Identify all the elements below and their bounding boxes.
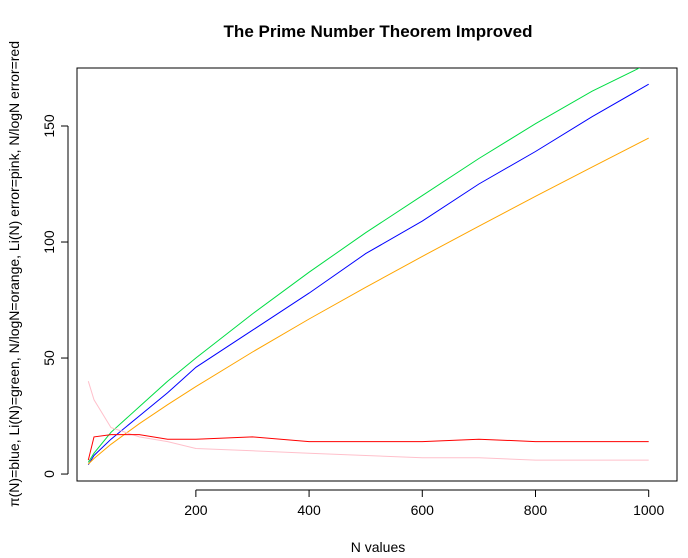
x-tick-label: 400: [297, 502, 321, 518]
plot-area: [76, 67, 678, 482]
x-tick-label: 800: [524, 502, 548, 518]
x-axis-label: N values: [351, 539, 405, 555]
y-axis: 0 50 100 150: [41, 114, 69, 478]
y-tick-label: 0: [41, 470, 57, 478]
series-line-n_over_log_n: [87, 137, 649, 465]
x-tick-label: 600: [411, 502, 435, 518]
x-tick-label: 200: [184, 502, 208, 518]
series-line-li_error: [87, 381, 649, 461]
series-line-pi_N: [87, 83, 649, 466]
y-tick-label: 100: [41, 230, 57, 254]
y-tick-label: 150: [41, 114, 57, 138]
chart-title: The Prime Number Theorem Improved: [224, 22, 533, 41]
x-axis: 200 400 600 800 1000: [184, 489, 664, 518]
series-line-li_N: [87, 68, 641, 463]
y-tick-label: 50: [41, 350, 57, 366]
series-line-n_log_n_error: [87, 434, 649, 461]
series-group: [87, 68, 649, 466]
y-axis-label: π(N)=blue, Li(N)=green, N/logN=orange, L…: [6, 41, 22, 507]
x-tick-label: 1000: [633, 502, 664, 518]
